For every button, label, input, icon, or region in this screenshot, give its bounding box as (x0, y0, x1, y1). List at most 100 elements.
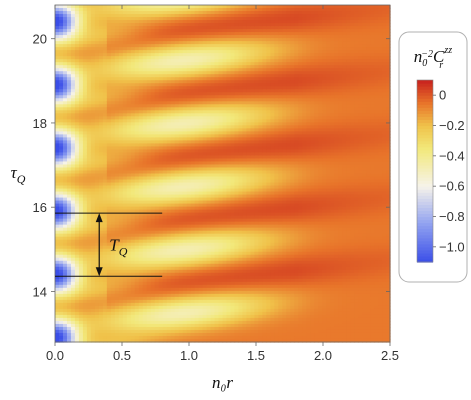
heatmap-cell (110, 101, 116, 105)
heatmap-cell (142, 194, 148, 199)
heatmap-cell (198, 311, 204, 316)
heatmap-cell (230, 23, 236, 27)
heatmap-cell (154, 44, 160, 48)
heatmap-cell (74, 167, 80, 172)
heatmap-cell (158, 218, 164, 223)
heatmap-cell (142, 266, 148, 271)
heatmap-cell (142, 272, 148, 277)
heatmap-cell (98, 149, 104, 154)
heatmap-cell (206, 173, 212, 178)
heatmap-cell (178, 179, 184, 184)
heatmap-cell (154, 89, 160, 93)
heatmap-cell (62, 284, 68, 289)
heatmap-cell (102, 287, 108, 292)
heatmap-cell (174, 326, 180, 331)
heatmap-cell (122, 308, 128, 313)
heatmap-cell (86, 152, 92, 157)
heatmap-cell (126, 77, 132, 81)
heatmap-cell (70, 29, 76, 33)
heatmap-cell (74, 59, 80, 63)
heatmap-cell (110, 290, 116, 295)
heatmap-cell (134, 47, 140, 51)
heatmap-cell (82, 59, 88, 63)
heatmap-cell (138, 89, 144, 93)
heatmap-cell (202, 23, 208, 27)
heatmap-cell (55, 44, 60, 48)
heatmap-cell (198, 224, 204, 229)
heatmap-cell (78, 290, 84, 295)
heatmap-cell (214, 77, 220, 81)
heatmap-cell (82, 296, 88, 301)
heatmap-cell (94, 338, 100, 343)
heatmap-cell (82, 281, 88, 286)
heatmap-cell (214, 269, 220, 274)
heatmap-cell (102, 17, 108, 21)
heatmap-cell (98, 26, 104, 30)
heatmap-cell (146, 224, 152, 229)
heatmap-cell (222, 236, 228, 241)
heatmap-cell (66, 188, 72, 193)
heatmap-cell (170, 302, 176, 307)
heatmap-cell (222, 140, 228, 145)
heatmap-cell (78, 314, 84, 319)
heatmap-cell (178, 239, 184, 244)
heatmap-cell (122, 191, 128, 196)
heatmap-cell (174, 338, 180, 343)
heatmap-cell (126, 215, 132, 220)
heatmap-cell (58, 284, 64, 289)
heatmap-cell (198, 254, 204, 259)
heatmap-cell (182, 197, 188, 202)
heatmap-cell (74, 224, 80, 229)
heatmap-cell (210, 32, 216, 36)
heatmap-cell (166, 110, 172, 114)
heatmap-cell (94, 65, 100, 69)
heatmap-cell (146, 206, 152, 211)
heatmap-cell (142, 38, 148, 42)
heatmap-cell (62, 236, 68, 241)
heatmap-cell (66, 212, 72, 217)
heatmap-cell (178, 131, 184, 135)
heatmap-cell (130, 113, 136, 117)
heatmap-cell (58, 236, 64, 241)
heatmap-cell (162, 5, 168, 9)
heatmap-cell (214, 29, 220, 33)
heatmap-cell (138, 5, 144, 9)
heatmap-cell (210, 230, 216, 235)
heatmap-cell (114, 176, 120, 181)
heatmap-cell (82, 266, 88, 271)
heatmap-cell (142, 53, 148, 57)
heatmap-cell (230, 170, 236, 175)
heatmap-cell (78, 152, 84, 157)
heatmap-cell (194, 107, 200, 111)
heatmap-cell (134, 320, 140, 325)
heatmap-cell (134, 92, 140, 96)
heatmap-cell (55, 17, 60, 21)
heatmap-cell (86, 140, 92, 145)
heatmap-cell (218, 326, 224, 331)
heatmap-cell (102, 278, 108, 283)
heatmap-cell (55, 92, 60, 96)
heatmap-cell (142, 47, 148, 51)
heatmap-cell (186, 248, 192, 253)
heatmap-cell (170, 332, 176, 337)
heatmap-cell (134, 236, 140, 241)
heatmap-cell (166, 116, 172, 120)
heatmap-cell (214, 176, 220, 181)
heatmap-cell (78, 11, 84, 15)
heatmap-cell (170, 83, 176, 87)
heatmap-cell (186, 287, 192, 292)
heatmap-cell (146, 32, 152, 36)
heatmap-cell (198, 236, 204, 241)
heatmap-cell (202, 74, 208, 78)
heatmap-cell (138, 266, 144, 271)
heatmap-cell (98, 167, 104, 172)
heatmap-cell (202, 155, 208, 160)
heatmap-cell (126, 59, 132, 63)
heatmap-cell (218, 314, 224, 319)
heatmap-cell (122, 161, 128, 166)
heatmap-cell (114, 329, 120, 334)
heatmap-cell (222, 47, 228, 51)
heatmap-cell (198, 275, 204, 280)
heatmap-cell (210, 242, 216, 247)
